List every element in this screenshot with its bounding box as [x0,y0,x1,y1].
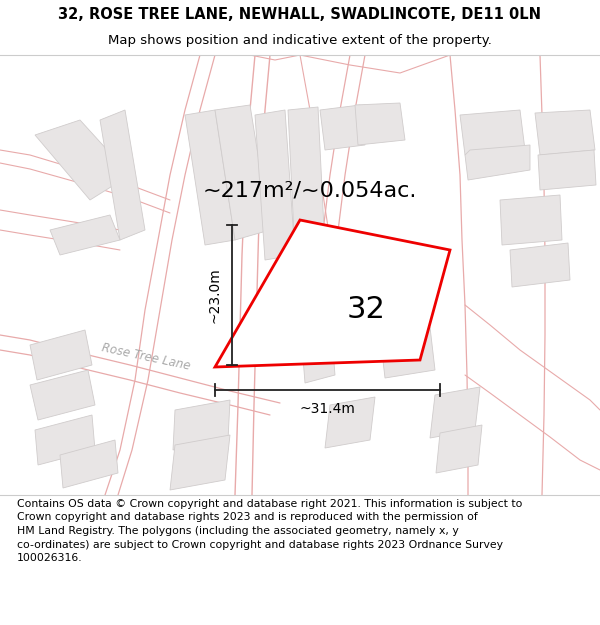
Polygon shape [460,110,525,155]
Polygon shape [60,440,118,488]
Polygon shape [30,330,92,380]
Polygon shape [430,387,480,438]
Text: Map shows position and indicative extent of the property.: Map shows position and indicative extent… [108,34,492,47]
Polygon shape [538,150,596,190]
Polygon shape [185,110,235,245]
Polygon shape [215,105,270,240]
Polygon shape [288,107,325,255]
Polygon shape [535,110,595,155]
Polygon shape [173,400,230,450]
Text: Rose Tree Lane: Rose Tree Lane [100,341,191,372]
Polygon shape [380,327,435,378]
Text: 32, ROSE TREE LANE, NEWHALL, SWADLINCOTE, DE11 0LN: 32, ROSE TREE LANE, NEWHALL, SWADLINCOTE… [59,8,542,22]
Polygon shape [50,215,120,255]
Polygon shape [436,425,482,473]
Text: ~31.4m: ~31.4m [299,402,355,416]
Polygon shape [465,145,530,180]
Polygon shape [500,195,562,245]
Polygon shape [510,243,570,287]
Text: ~217m²/~0.054ac.: ~217m²/~0.054ac. [203,180,417,200]
Polygon shape [320,105,365,150]
Polygon shape [100,110,145,240]
Polygon shape [170,435,230,490]
Text: ~23.0m: ~23.0m [208,267,222,323]
Polygon shape [355,103,405,145]
Polygon shape [255,110,295,260]
Polygon shape [215,220,450,367]
Polygon shape [35,415,95,465]
Polygon shape [30,370,95,420]
Polygon shape [295,250,330,320]
Text: Contains OS data © Crown copyright and database right 2021. This information is : Contains OS data © Crown copyright and d… [17,499,522,563]
Polygon shape [35,120,130,200]
Polygon shape [300,313,335,383]
Text: 32: 32 [347,295,386,324]
Polygon shape [325,397,375,448]
